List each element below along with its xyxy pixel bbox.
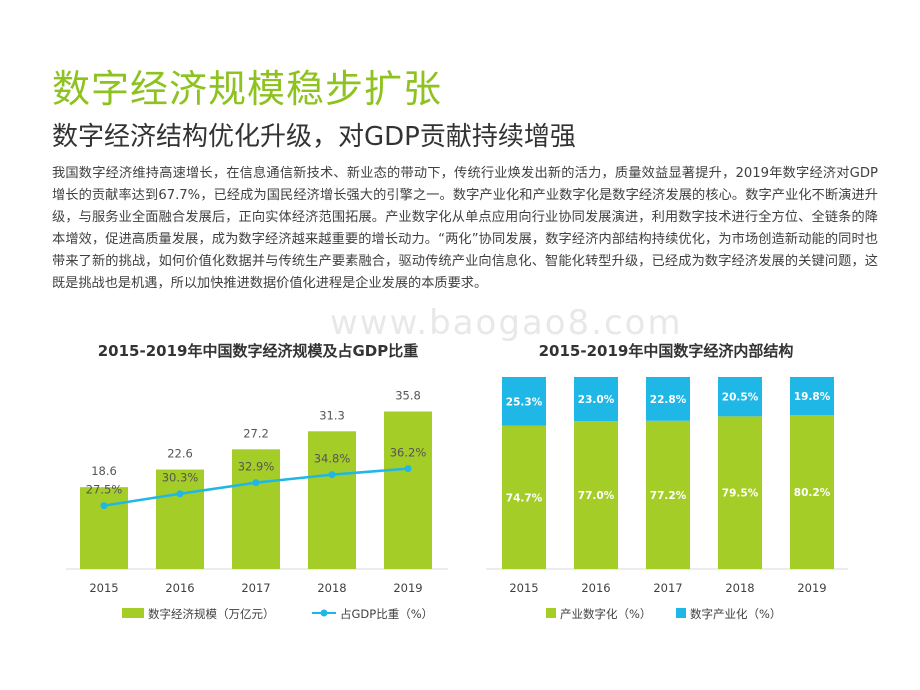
bar-label-scale-2018: 31.3 — [319, 408, 345, 422]
chart2-title: 2015-2019年中国数字经济内部结构 — [539, 342, 794, 360]
bar-label-digital-industrialization-2015: 25.3% — [506, 396, 543, 408]
legend-label-gdp-share: 占GDP比重（%） — [340, 607, 433, 621]
point-gdp-share-2019 — [404, 465, 412, 473]
chart-digital-economy-structure: 2015-2019年中国数字经济内部结构 74.7% 25.3% 77.0% 23.0… — [486, 342, 848, 621]
page-title: 数字经济规模稳步扩张 — [52, 67, 443, 111]
point-label-gdp-share-2015: 27.5% — [86, 483, 123, 497]
bar-label-scale-2016: 22.6 — [167, 447, 193, 461]
bar-scale-2015 — [80, 487, 128, 569]
bar-scale-2018 — [308, 431, 356, 569]
bar-label-digital-industrialization-2018: 20.5% — [722, 392, 759, 404]
bar-label-digital-industrialization-2016: 23.0% — [578, 394, 615, 406]
watermark: www.baogao8.com — [330, 303, 683, 343]
bar-label-scale-2015: 18.6 — [91, 464, 117, 478]
bar-label-industry-digitalization-2018: 79.5% — [722, 488, 759, 500]
x-tick-2019: 2019 — [797, 581, 826, 595]
point-gdp-share-2017 — [252, 479, 260, 487]
page-subtitle: 数字经济结构优化升级，对GDP贡献持续增强 — [52, 122, 576, 152]
x-tick-2017: 2017 — [653, 581, 682, 595]
bar-digital-industrialization-2018 — [718, 377, 762, 417]
bar-industry-digitalization-2018 — [718, 416, 762, 569]
chart1-legend: 数字经济规模（万亿元） 占GDP比重（%） — [122, 607, 433, 621]
x-tick-2017: 2017 — [241, 581, 270, 595]
bar-industry-digitalization-2016 — [574, 421, 618, 569]
legend-label-digital-industrialization: 数字产业化（%） — [690, 607, 781, 621]
legend-swatch-industry-digitalization — [546, 608, 556, 618]
point-label-gdp-share-2018: 34.8% — [314, 452, 351, 466]
x-tick-2015: 2015 — [509, 581, 538, 595]
legend-swatch-scale — [122, 608, 144, 618]
x-tick-2015: 2015 — [89, 581, 118, 595]
chart2-legend: 产业数字化（%） 数字产业化（%） — [546, 607, 781, 621]
bar-industry-digitalization-2015 — [502, 425, 546, 569]
bar-label-scale-2019: 35.8 — [395, 388, 421, 402]
bar-label-industry-digitalization-2017: 77.2% — [650, 490, 687, 502]
bar-digital-industrialization-2019 — [790, 377, 834, 416]
bar-industry-digitalization-2019 — [790, 415, 834, 569]
bar-label-industry-digitalization-2015: 74.7% — [506, 492, 543, 504]
body-paragraph: 我国数字经济维持高速增长，在信息通信新技术、新业态的带动下，传统行业焕发出新的活… — [52, 166, 878, 292]
bar-label-industry-digitalization-2016: 77.0% — [578, 490, 615, 502]
point-label-gdp-share-2016: 30.3% — [162, 471, 199, 485]
bar-label-digital-industrialization-2017: 22.8% — [650, 394, 687, 406]
legend-marker-gdp-share — [320, 609, 328, 617]
bar-industry-digitalization-2017 — [646, 420, 690, 569]
bar-scale-2019 — [384, 411, 432, 569]
point-label-gdp-share-2019: 36.2% — [390, 446, 427, 460]
x-tick-2019: 2019 — [393, 581, 422, 595]
x-tick-2018: 2018 — [317, 581, 346, 595]
bar-label-scale-2017: 27.2 — [243, 426, 269, 440]
legend-swatch-digital-industrialization — [676, 608, 686, 618]
x-tick-2018: 2018 — [725, 581, 754, 595]
chart-digital-economy-scale: 2015-2019年中国数字经济规模及占GDP比重 18.6 22.6 27.2 31… — [66, 342, 448, 621]
x-tick-2016: 2016 — [165, 581, 194, 595]
bar-digital-industrialization-2016 — [574, 377, 618, 422]
point-gdp-share-2018 — [328, 471, 336, 479]
bar-scale-2017 — [232, 449, 280, 569]
legend-label-industry-digitalization: 产业数字化（%） — [560, 607, 651, 621]
point-label-gdp-share-2017: 32.9% — [238, 460, 275, 474]
point-gdp-share-2016 — [176, 490, 184, 498]
point-gdp-share-2015 — [100, 502, 108, 510]
bar-digital-industrialization-2017 — [646, 377, 690, 421]
x-tick-2016: 2016 — [581, 581, 610, 595]
bar-scale-2016 — [156, 469, 204, 569]
bar-digital-industrialization-2015 — [502, 377, 546, 426]
bar-label-digital-industrialization-2019: 19.8% — [794, 391, 831, 403]
bar-label-industry-digitalization-2019: 80.2% — [794, 487, 831, 499]
chart1-title: 2015-2019年中国数字经济规模及占GDP比重 — [98, 342, 418, 360]
legend-label-scale: 数字经济规模（万亿元） — [148, 607, 275, 621]
